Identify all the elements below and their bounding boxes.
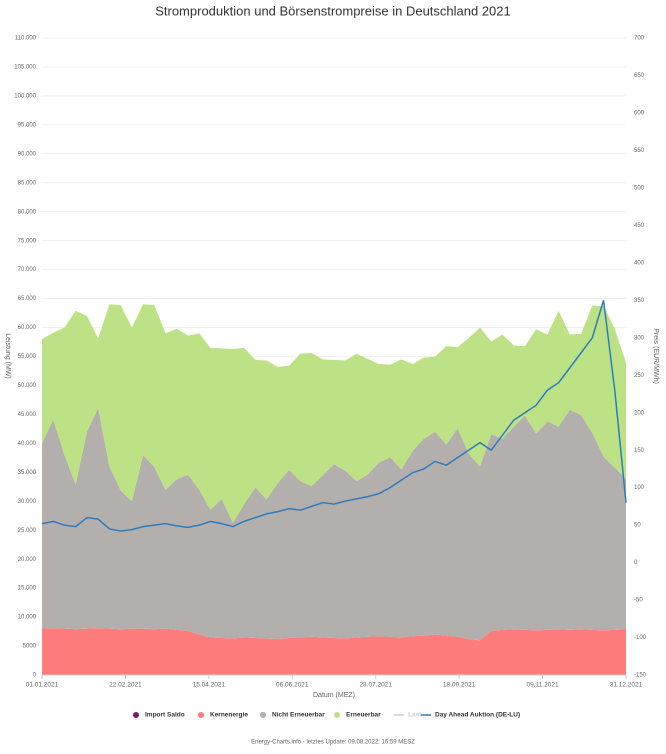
y2-tick-label: 600 xyxy=(634,111,645,117)
y2-tick-label: 700 xyxy=(634,36,645,42)
y2-tick-label: 500 xyxy=(634,185,645,191)
y-tick-label: 30.000 xyxy=(18,499,37,505)
y-tick-label: 80.000 xyxy=(18,209,37,215)
x-tick-label: 06.06.2021 xyxy=(276,682,309,689)
y-tick-label: 15.000 xyxy=(18,586,37,592)
y-tick-label: 20.000 xyxy=(18,557,37,563)
legend-label[interactable]: Kernenergie xyxy=(210,712,248,719)
legend-label[interactable]: Import Saldo xyxy=(145,712,185,719)
x-tick-label: 01.01.2021 xyxy=(26,682,59,689)
area-3 xyxy=(42,304,626,523)
legend-symbol xyxy=(260,712,266,718)
legend-label[interactable]: Day Ahead Auktion (DE-LU) xyxy=(435,712,520,719)
x-tick-label: 18.09.2021 xyxy=(443,682,476,689)
y-tick-label: 60.000 xyxy=(18,325,37,331)
y-tick-label: 40.000 xyxy=(18,441,37,447)
legend-symbol xyxy=(334,712,340,718)
y2-tick-label: 300 xyxy=(634,335,645,341)
x-tick-label: 15.04.2021 xyxy=(193,682,226,689)
y2-tick-label: 0 xyxy=(634,560,638,566)
x-tick-label: 28.07.2021 xyxy=(359,682,392,689)
y2-tick-label: 150 xyxy=(634,448,645,454)
y-tick-label: 0 xyxy=(33,673,37,679)
y2-tick-label: -150 xyxy=(634,673,647,679)
y2-tick-label: 400 xyxy=(634,260,645,266)
y-tick-label: 105.000 xyxy=(14,65,36,71)
price-line xyxy=(41,300,627,532)
legend-symbol xyxy=(198,712,204,718)
y-tick-label: 75.000 xyxy=(18,238,37,244)
y-tick-label: 55.000 xyxy=(18,354,37,360)
y-tick-label: 10.000 xyxy=(18,615,37,621)
y2-tick-label: 550 xyxy=(634,148,645,154)
legend-label[interactable]: Last xyxy=(408,712,422,719)
chart-title: Stromproduktion und Börsenstrompreise in… xyxy=(155,3,511,18)
x-tick-label: 22.02.2021 xyxy=(109,682,142,689)
y-tick-label: 95.000 xyxy=(18,122,37,128)
y-tick-label: 35.000 xyxy=(18,470,37,476)
y2-tick-label: 350 xyxy=(634,298,645,304)
y2-tick-label: 450 xyxy=(634,223,645,229)
x-tick-label: 31.12.2021 xyxy=(610,682,643,689)
y2-tick-label: 250 xyxy=(634,373,645,379)
y-tick-label: 90.000 xyxy=(18,151,37,157)
y-tick-label: 100.000 xyxy=(14,93,36,99)
x-tick-label: 09.11.2021 xyxy=(527,682,559,689)
legend-label[interactable]: Nicht Erneuerbar xyxy=(272,712,325,719)
y-tick-label: 70.000 xyxy=(18,267,37,273)
y2-tick-label: 50 xyxy=(634,523,641,529)
y2-tick-label: -100 xyxy=(634,635,647,641)
y-axis-label: Leistung (MW) xyxy=(4,333,11,379)
y-tick-label: 85.000 xyxy=(18,180,37,186)
legend-symbol xyxy=(133,712,139,718)
legend-label[interactable]: Erneuerbar xyxy=(346,712,381,719)
y2-tick-label: -50 xyxy=(634,598,643,604)
y-tick-label: 25.000 xyxy=(18,528,37,534)
area-1 xyxy=(42,628,626,675)
y-tick-label: 110.000 xyxy=(15,36,37,42)
y-tick-label: 5000 xyxy=(23,644,37,650)
y2-tick-label: 650 xyxy=(634,73,645,79)
area-2 xyxy=(42,408,626,641)
footer: Energy-Charts.info - letztes Update: 09.… xyxy=(251,740,415,746)
y-tick-label: 45.000 xyxy=(18,412,37,418)
y-tick-label: 50.000 xyxy=(18,383,37,389)
x-axis-label: Datum (MEZ) xyxy=(313,692,355,699)
y2-tick-label: 100 xyxy=(634,485,645,491)
y2-axis-label: Preis (EUR/MWh) xyxy=(652,328,659,384)
y2-tick-label: 200 xyxy=(634,410,645,416)
y-tick-label: 65.000 xyxy=(18,296,37,302)
